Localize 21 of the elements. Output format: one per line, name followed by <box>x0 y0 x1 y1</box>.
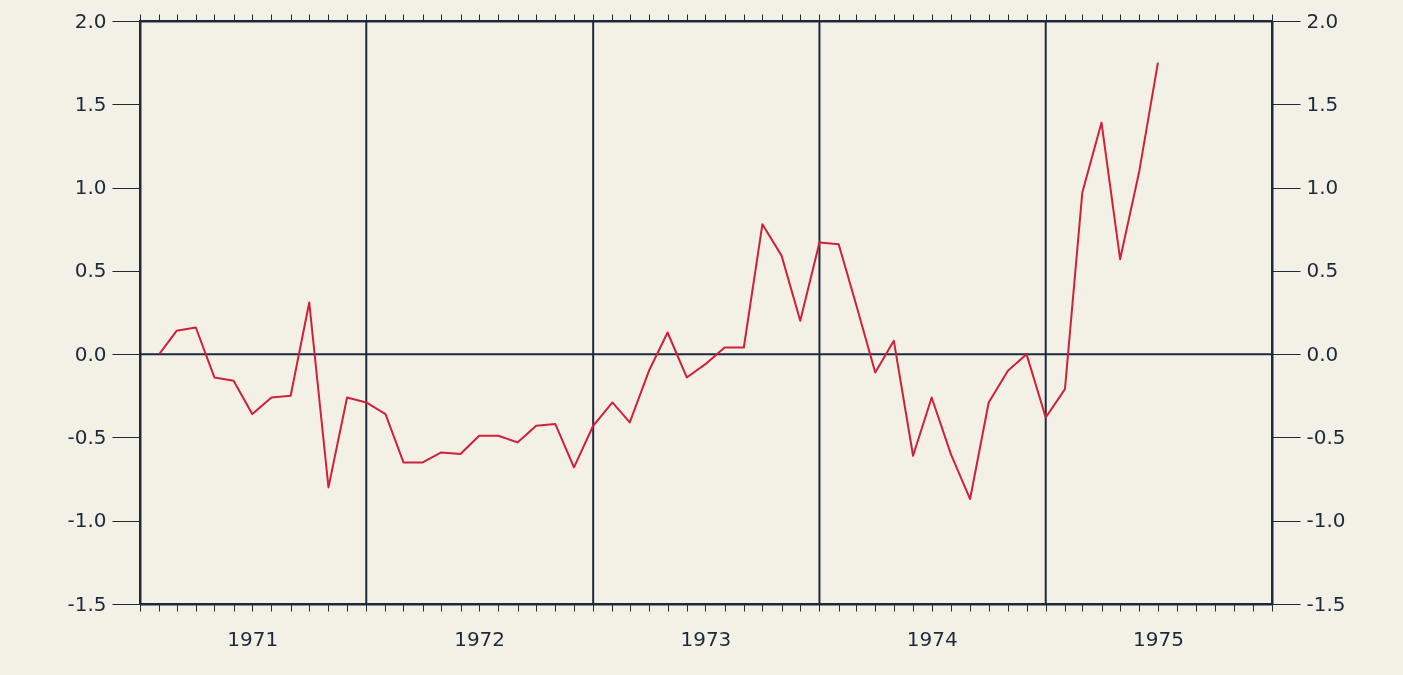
y-tick-label: -0.5 <box>67 424 107 449</box>
x-tick-label: 1974 <box>906 626 958 651</box>
y-tick-label: 1.5 <box>74 91 107 116</box>
y2-tick-label: -1.5 <box>1306 591 1346 616</box>
x-tick-label: 1971 <box>227 626 279 651</box>
y2-tick-label: -1.0 <box>1306 508 1346 533</box>
y2-tick-label: 2.0 <box>1306 8 1339 33</box>
y-tick-label: -1.5 <box>67 591 107 616</box>
x-tick-label: 1973 <box>680 626 732 651</box>
y-tick-label: 0.0 <box>74 341 107 366</box>
y-tick-label: 2.0 <box>74 8 107 33</box>
y-tick-label: -1.0 <box>67 508 107 533</box>
x-tick-label: 1975 <box>1132 626 1184 651</box>
y-tick-label: 0.5 <box>74 258 107 283</box>
y2-tick-label: 1.5 <box>1306 91 1339 116</box>
y2-tick-label: 0.0 <box>1306 341 1339 366</box>
y2-tick-label: 1.0 <box>1306 175 1339 200</box>
y-tick-label: 1.0 <box>74 175 107 200</box>
x-tick-label: 1972 <box>454 626 506 651</box>
y2-tick-label: -0.5 <box>1306 424 1346 449</box>
y2-tick-label: 0.5 <box>1306 258 1339 283</box>
